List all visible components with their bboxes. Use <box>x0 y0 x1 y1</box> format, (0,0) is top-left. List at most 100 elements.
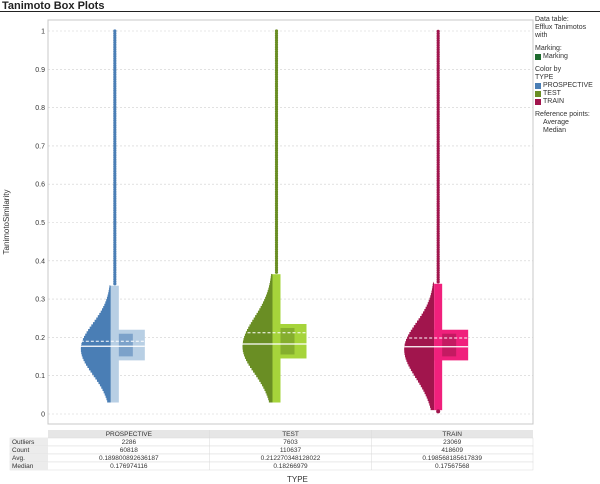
outlier-point <box>436 68 440 73</box>
outlier-point <box>436 234 440 238</box>
outlier-point <box>436 186 440 190</box>
outlier-point <box>274 263 279 267</box>
outlier-point <box>274 171 279 176</box>
table-cell: 23069 <box>443 439 461 446</box>
outlier-point <box>274 109 279 114</box>
legend-item-train[interactable]: TRAIN <box>535 98 599 106</box>
outlier-point <box>274 174 279 178</box>
outlier-point <box>436 101 440 105</box>
outlier-point <box>436 190 440 194</box>
legend-color-by-value[interactable]: TYPE <box>535 74 554 81</box>
outlier-point <box>113 45 117 49</box>
legend-marking-item[interactable]: Marking <box>535 53 599 61</box>
outlier-point <box>274 33 279 38</box>
y-tick-label: 0.4 <box>35 258 45 265</box>
outlier-point <box>436 167 440 171</box>
outlier-point <box>113 146 117 150</box>
y-tick-label: 0.5 <box>35 220 45 227</box>
outlier-point <box>274 213 279 217</box>
legend-reference-median[interactable]: Median <box>543 127 566 134</box>
outlier-point <box>113 233 117 238</box>
outlier-point <box>274 243 279 247</box>
outlier-point <box>113 135 117 139</box>
outlier-point <box>274 222 279 226</box>
outlier-point <box>274 137 279 141</box>
outlier-point <box>436 91 440 96</box>
outlier-point <box>113 275 117 279</box>
outlier-point <box>436 248 440 252</box>
outlier-point <box>436 232 440 236</box>
outlier-point <box>436 103 440 107</box>
outlier-point <box>274 162 279 166</box>
outlier-point <box>113 116 117 120</box>
outlier-point <box>113 153 117 157</box>
outlier-point <box>274 160 279 164</box>
outlier-point <box>436 280 440 284</box>
outlier-point <box>113 220 117 224</box>
legend-item-prospective[interactable]: PROSPECTIVE <box>535 82 599 90</box>
outlier-point <box>113 86 117 91</box>
outlier-point <box>274 261 279 265</box>
outlier-point <box>113 183 117 187</box>
outlier-point <box>113 263 117 267</box>
legend-reference-label: Reference points: <box>535 111 590 118</box>
outlier-point <box>436 149 440 153</box>
legend-reference-average[interactable]: Average <box>543 119 569 126</box>
density-test <box>280 327 295 355</box>
outlier-point <box>274 63 279 68</box>
outlier-point <box>113 148 117 153</box>
table-cell: 7603 <box>283 439 298 446</box>
legend-panel: Data table: Efflux Tanimotos with Markin… <box>535 16 599 135</box>
plot-frame <box>47 19 534 425</box>
outlier-point <box>436 275 440 279</box>
outlier-point <box>274 125 279 130</box>
outlier-point <box>274 206 279 210</box>
outlier-point <box>113 33 117 38</box>
legend-item-test[interactable]: TEST <box>535 90 599 98</box>
test-swatch <box>535 91 541 97</box>
outlier-point <box>436 250 440 254</box>
outlier-point <box>274 114 279 118</box>
outlier-point <box>436 183 440 187</box>
outlier-point <box>113 192 117 196</box>
outlier-point <box>436 45 440 50</box>
outlier-point <box>113 43 117 47</box>
outlier-point <box>436 206 440 210</box>
outlier-point <box>113 114 117 118</box>
outlier-point <box>113 63 117 68</box>
outlier-point <box>113 181 117 185</box>
outlier-point <box>436 84 440 89</box>
outlier-point <box>274 43 279 47</box>
outlier-point <box>436 87 440 91</box>
outlier-point <box>436 266 440 270</box>
outlier-point <box>274 73 279 77</box>
outlier-point <box>274 236 279 240</box>
outlier-point <box>274 142 279 146</box>
outlier-point <box>113 238 117 242</box>
outlier-point <box>274 204 279 208</box>
outlier-point <box>436 236 440 240</box>
outlier-point <box>113 144 117 148</box>
outlier-point <box>113 174 117 178</box>
outlier-point <box>274 197 279 201</box>
outlier-point <box>274 84 279 88</box>
outlier-point <box>113 194 117 199</box>
outlier-point <box>113 29 117 33</box>
outlier-point <box>436 36 440 40</box>
outlier-point <box>436 117 440 121</box>
outlier-point <box>274 245 279 249</box>
outlier-point <box>274 132 279 137</box>
outlier-point <box>436 151 440 155</box>
outlier-point <box>113 185 117 189</box>
outlier-point <box>113 169 117 173</box>
outlier-point <box>113 96 117 100</box>
y-tick-label: 0.6 <box>35 182 45 189</box>
outlier-point <box>274 36 279 40</box>
outlier-point <box>113 229 117 233</box>
outlier-point <box>113 75 117 79</box>
legend-data-table-value[interactable]: Efflux Tanimotos with <box>535 24 587 39</box>
outlier-point <box>436 199 440 204</box>
outlier-point <box>113 61 117 65</box>
outlier-point <box>113 77 117 81</box>
y-tick-label: 0.8 <box>35 105 45 112</box>
